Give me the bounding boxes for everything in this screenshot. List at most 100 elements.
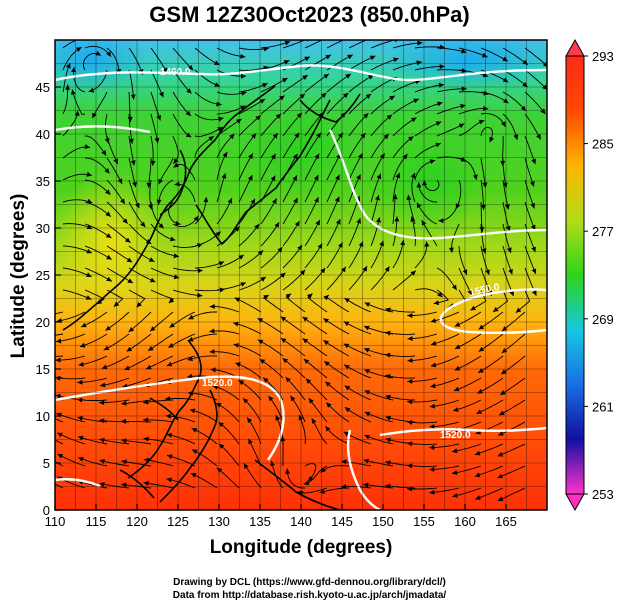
streamline bbox=[216, 91, 247, 95]
streamline-arrow bbox=[375, 195, 380, 201]
streamline-arrow bbox=[78, 457, 84, 462]
streamline bbox=[238, 276, 267, 291]
credit-data-source: Data from http://database.rish.kyoto-u.a… bbox=[172, 590, 447, 601]
streamline bbox=[370, 240, 384, 269]
y-axis-label: Latitude (degrees) bbox=[8, 193, 29, 359]
streamline-arrow bbox=[411, 117, 417, 123]
streamline-arrow bbox=[385, 415, 391, 421]
streamline-arrow bbox=[143, 480, 149, 486]
y-tick-label: 15 bbox=[36, 362, 50, 377]
streamline-arrow bbox=[259, 359, 266, 364]
streamline-arrow bbox=[166, 361, 173, 367]
streamline-arrow bbox=[320, 467, 327, 473]
streamline-arrow bbox=[106, 51, 111, 57]
streamline bbox=[172, 113, 192, 138]
streamline-arrow bbox=[430, 362, 437, 368]
streamline bbox=[77, 377, 108, 383]
streamline bbox=[77, 436, 108, 445]
streamline-arrow bbox=[480, 204, 486, 210]
streamline bbox=[238, 133, 257, 159]
streamline-arrow bbox=[500, 121, 506, 127]
streamline bbox=[475, 421, 504, 435]
streamline bbox=[57, 453, 86, 467]
streamline-arrow bbox=[531, 246, 536, 253]
streamline-arrow bbox=[324, 361, 330, 367]
streamline-arrow bbox=[209, 349, 215, 355]
streamline bbox=[189, 409, 218, 423]
streamline-arrow bbox=[410, 270, 416, 276]
streamline-arrow bbox=[313, 175, 319, 181]
y-axis: 0 5 10 15 20 25 30 35 40 45 bbox=[36, 80, 61, 518]
streamline-arrow bbox=[363, 458, 369, 464]
streamline-arrow bbox=[363, 113, 369, 119]
streamline bbox=[218, 443, 240, 467]
streamline-arrow bbox=[247, 417, 253, 423]
streamline bbox=[55, 483, 64, 489]
streamline bbox=[344, 385, 372, 401]
streamline-arrow bbox=[185, 110, 191, 116]
streamline-arrow bbox=[158, 178, 163, 185]
streamline bbox=[188, 392, 218, 401]
streamline-arrow bbox=[474, 450, 481, 456]
streamline-arrow bbox=[437, 292, 443, 298]
streamline-arrow bbox=[167, 454, 173, 460]
streamline-arrow bbox=[407, 358, 413, 363]
height-contours bbox=[55, 64, 547, 510]
streamline bbox=[150, 91, 161, 121]
streamline bbox=[84, 267, 113, 282]
colorbar-tick-label: 285 bbox=[592, 137, 614, 152]
streamline-arrow bbox=[203, 197, 209, 203]
streamline-arrow bbox=[55, 375, 61, 381]
streamline bbox=[436, 267, 458, 291]
streamline-arrow bbox=[88, 87, 95, 93]
streamline-arrow bbox=[513, 134, 519, 140]
streamline-arrow bbox=[383, 133, 389, 140]
chart-title: GSM 12Z30Oct2023 (850.0hPa) bbox=[149, 2, 470, 27]
colorbar-tick-label: 253 bbox=[592, 487, 614, 502]
streamline-arrow bbox=[173, 162, 179, 168]
streamline bbox=[194, 261, 225, 269]
streamline-arrow bbox=[86, 248, 92, 254]
streamline-arrow bbox=[104, 168, 110, 174]
streamline-arrow bbox=[531, 158, 536, 165]
streamline bbox=[325, 381, 350, 401]
streamline bbox=[454, 311, 482, 327]
streamline-arrow bbox=[188, 336, 194, 342]
streamline-arrow bbox=[341, 266, 346, 273]
streamline-arrow bbox=[362, 266, 368, 272]
streamline bbox=[476, 399, 504, 415]
y-tick-label: 10 bbox=[36, 409, 50, 424]
streamline-arrow bbox=[467, 289, 472, 296]
streamline-arrow bbox=[407, 378, 413, 384]
streamline-arrow bbox=[209, 304, 215, 309]
streamline bbox=[480, 245, 490, 276]
streamline bbox=[478, 333, 504, 352]
lat-lon-grid bbox=[55, 40, 547, 510]
streamline-arrow bbox=[154, 137, 160, 144]
streamline-arrow bbox=[71, 67, 76, 73]
streamline bbox=[124, 355, 152, 371]
streamline-arrow bbox=[385, 394, 391, 400]
streamline-arrow bbox=[270, 153, 276, 160]
streamline-arrow bbox=[263, 377, 269, 383]
streamline-arrow bbox=[408, 136, 414, 142]
streamline-arrow bbox=[248, 438, 253, 445]
streamline bbox=[348, 218, 361, 247]
streamline-arrow bbox=[148, 345, 154, 351]
streamline bbox=[502, 158, 507, 188]
streamline-arrow bbox=[452, 493, 458, 498]
streamline-arrow bbox=[429, 489, 435, 495]
streamline bbox=[407, 333, 438, 340]
streamline-arrow bbox=[417, 40, 423, 46]
streamline-arrow bbox=[293, 197, 298, 204]
x-tick-label: 150 bbox=[372, 514, 394, 529]
streamline-arrow bbox=[478, 346, 485, 352]
streamline-arrow bbox=[400, 240, 406, 246]
streamline-arrow bbox=[33, 333, 38, 338]
streamline-arrow bbox=[407, 420, 413, 425]
streamline-arrow bbox=[395, 172, 401, 179]
streamline bbox=[55, 461, 64, 467]
streamline-arrow bbox=[529, 181, 535, 187]
streamline-arrow bbox=[238, 380, 245, 386]
streamline-arrow bbox=[234, 226, 240, 232]
